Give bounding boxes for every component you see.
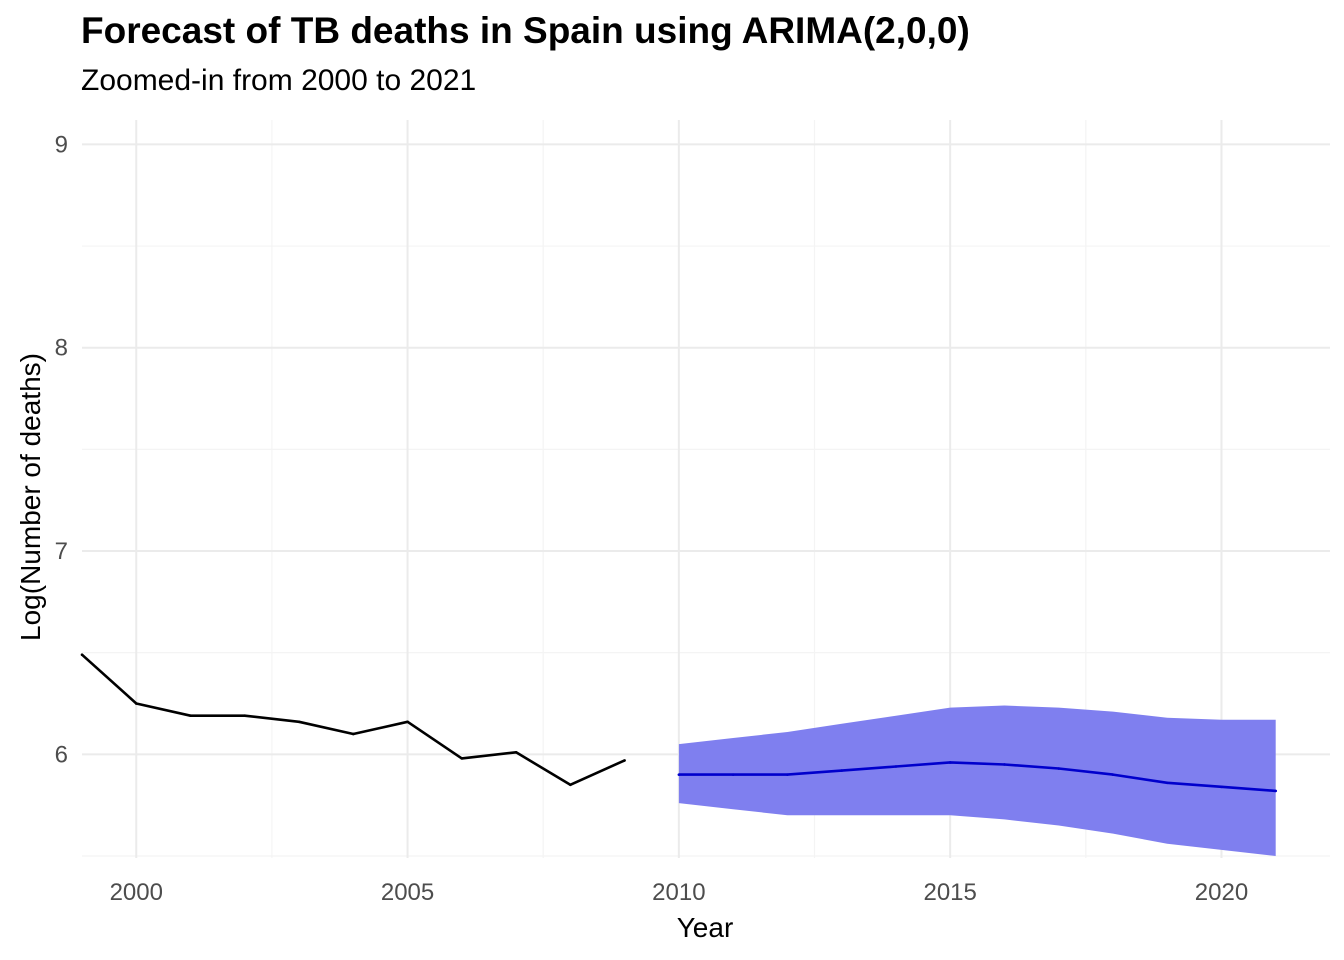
- forecast-interval-band: [678, 705, 1276, 856]
- historical-point: [80, 653, 84, 656]
- historical-point: [189, 714, 192, 717]
- x-tick-labels: 2000 2005 2010 2015 2020: [110, 879, 1249, 906]
- forecast-point: [1057, 767, 1060, 770]
- forecast-point: [840, 769, 843, 772]
- historical-point: [243, 714, 247, 717]
- forecast-points: [677, 761, 1278, 793]
- historical-point: [460, 757, 464, 760]
- forecast-point: [677, 773, 681, 776]
- historical-point: [623, 759, 626, 762]
- forecast-point: [1274, 789, 1278, 793]
- y-tick-label: 9: [55, 131, 68, 158]
- chart-title: Forecast of TB deaths in Spain using ARI…: [81, 10, 970, 51]
- forecast-point: [1220, 785, 1223, 789]
- historical-point: [514, 750, 518, 754]
- x-tick-label: 2020: [1195, 879, 1248, 906]
- historical-point: [134, 702, 138, 705]
- historical-points: [80, 653, 626, 787]
- major-gridlines: [82, 120, 1330, 858]
- forecast-point: [1165, 781, 1169, 785]
- x-tick-label: 2015: [923, 879, 976, 906]
- forecast-point: [731, 773, 735, 776]
- y-tick-label: 7: [55, 538, 68, 565]
- historical-point: [569, 783, 572, 787]
- historical-point: [406, 720, 409, 724]
- x-tick-label: 2010: [652, 879, 705, 906]
- y-axis-title: Log(Number of deaths): [15, 353, 46, 641]
- x-tick-label: 2005: [381, 879, 434, 906]
- y-tick-label: 6: [55, 741, 68, 768]
- y-tick-label: 8: [55, 335, 68, 362]
- forecast-point: [786, 773, 789, 776]
- x-tick-label: 2000: [110, 879, 163, 906]
- forecast-point: [948, 761, 952, 764]
- forecast-point: [894, 765, 898, 768]
- chart-subtitle: Zoomed-in from 2000 to 2021: [81, 64, 477, 97]
- forecast-mean-line: [678, 761, 1276, 793]
- historical-point: [297, 720, 301, 724]
- historical-point: [352, 732, 355, 736]
- x-axis-title: Year: [677, 912, 734, 943]
- forecast-point: [1111, 773, 1115, 776]
- y-tick-labels: 6 7 8 9: [55, 131, 68, 768]
- forecast-point: [1003, 763, 1006, 766]
